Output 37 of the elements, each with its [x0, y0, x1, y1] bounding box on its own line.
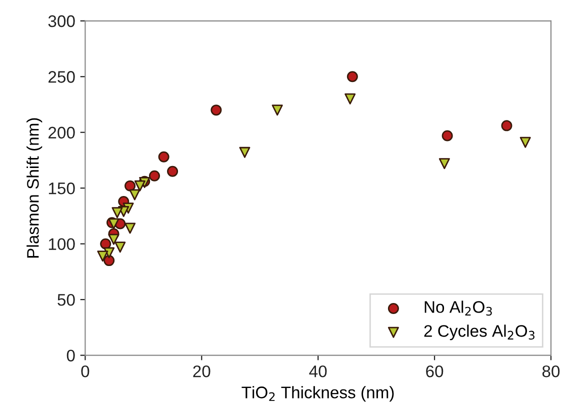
point [124, 180, 136, 192]
x-tick-label: 20 [193, 365, 210, 378]
point [134, 180, 146, 192]
y-tick-label: 0 [66, 350, 75, 362]
point [167, 166, 178, 177]
y-tick-label: 100 [48, 238, 75, 250]
point [97, 250, 108, 262]
y-axis-title: Plasmon Shift (nm) [26, 118, 42, 258]
point [501, 120, 512, 132]
y-tick-label: 300 [48, 15, 75, 28]
point [158, 151, 170, 162]
y-tick-label: 200 [48, 126, 75, 139]
y-tick-label: 250 [48, 71, 75, 83]
point [124, 222, 136, 234]
point [442, 130, 453, 142]
x-tick-label: 0 [81, 365, 90, 378]
point [104, 255, 115, 266]
x-axis-title: TiO$_{2}$ Thickness (nm) [242, 386, 394, 402]
point [210, 104, 222, 116]
point [112, 207, 123, 218]
point [108, 234, 120, 245]
x-tick-label: 60 [426, 365, 444, 378]
x-tick-label: 40 [309, 365, 327, 378]
y-tick-label: 150 [48, 182, 75, 194]
point [438, 158, 450, 170]
point [346, 71, 358, 82]
point [148, 170, 160, 182]
point [129, 189, 140, 200]
point [520, 136, 531, 148]
legend-label: No Al$_{2}$O$_{3}$ [424, 300, 492, 316]
legend-label: 2 Cycles Al$_{2}$O$_{3}$ [424, 324, 534, 340]
y-tick-label: 50 [58, 294, 75, 306]
point [239, 146, 250, 158]
point [114, 242, 126, 253]
x-tick-label: 80 [542, 365, 560, 378]
point [344, 93, 356, 104]
point [272, 104, 283, 116]
